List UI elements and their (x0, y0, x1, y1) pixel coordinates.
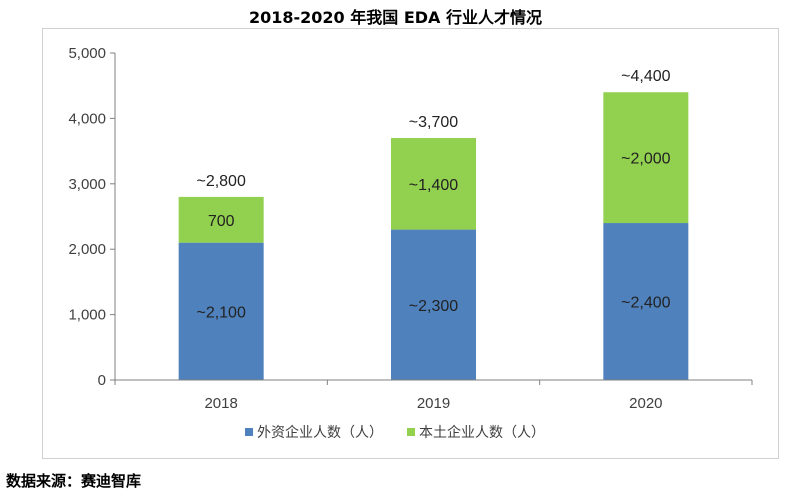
bar-total-label: ~4,400 (621, 68, 670, 85)
x-tick-label: 2020 (629, 395, 662, 412)
bars: ~2,100 700 ~2,800 ~2,300 ~1,400 ~3,700 ~2,400 ~… (178, 68, 689, 380)
legend-swatch (407, 428, 415, 436)
bar-value-label: ~2,100 (196, 304, 245, 321)
bar-segment-domestic (603, 92, 689, 224)
legend-entry: 外资企业人数（人） (257, 424, 383, 441)
bar-value-label: ~2,000 (621, 151, 670, 168)
y-tick-label: 2,000 (68, 241, 106, 258)
y-tick-label: 1,000 (68, 307, 106, 324)
bar-segment-foreign (603, 223, 689, 380)
bar-value-label: ~2,300 (409, 298, 458, 315)
y-tick-label: 5,000 (68, 45, 106, 62)
bar-segment-domestic (391, 138, 476, 230)
bar-value-label: ~2,400 (621, 295, 670, 312)
x-tick-label: 2019 (417, 395, 450, 412)
y-tick-label: 3,000 (68, 176, 106, 193)
bar-total-label: ~2,800 (196, 173, 245, 190)
legend-swatch (245, 428, 253, 436)
bar-segment-domestic (178, 196, 264, 243)
x-axis: 2018 2019 2020 (114, 379, 753, 412)
y-tick-label: 4,000 (68, 110, 106, 127)
y-axis: 0 1,000 2,000 3,000 4,000 5,000 (68, 45, 116, 389)
y-tick-label: 0 (98, 372, 106, 389)
x-tick-label: 2018 (204, 395, 237, 412)
bar-segment-foreign (391, 229, 476, 380)
chart-title: 2018-2020 年我国 EDA 行业人才情况 (248, 8, 542, 27)
chart-frame (42, 28, 779, 459)
source-note: 数据来源：赛迪智库 (6, 472, 142, 490)
bar-total-label: ~3,700 (409, 114, 458, 131)
legend: 外资企业人数（人） 本土企业人数（人） (245, 424, 545, 441)
bar-segment-foreign (178, 242, 264, 380)
bar-value-label: 700 (208, 213, 235, 230)
bar-value-label: ~1,400 (409, 177, 458, 194)
legend-entry: 本土企业人数（人） (419, 424, 545, 441)
